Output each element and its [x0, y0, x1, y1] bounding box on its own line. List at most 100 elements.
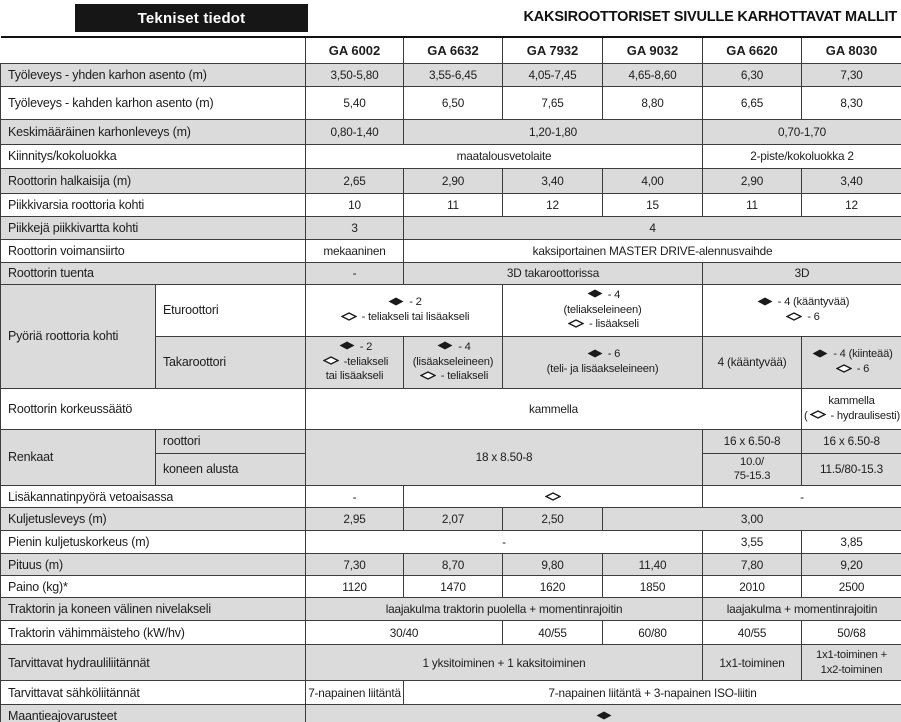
outline-diamond-icon	[543, 492, 563, 503]
spec-value-cell: 7-napainen liitäntä	[305, 680, 404, 706]
spec-value-cell: - 6 (teli- ja lisäakseleineen)	[502, 335, 703, 389]
spec-value-cell: 2,07	[403, 507, 503, 532]
spec-value-cell: 1 yksitoiminen + 1 kaksitoiminen	[305, 644, 703, 682]
spec-value-cell: 7,30	[801, 62, 901, 87]
row-sublabel: koneen alusta	[155, 452, 306, 487]
spec-value-cell: -	[702, 485, 901, 509]
spec-value-cell: 50/68	[801, 620, 901, 646]
spec-value-cell: 3,85	[801, 530, 901, 555]
spec-value-cell: 60/80	[602, 620, 703, 646]
row-label: Traktorin ja koneen välinen nivelakseli	[0, 597, 306, 622]
column-header: GA 7932	[502, 36, 603, 64]
outline-diamond-icon	[321, 356, 341, 367]
spec-value-cell: 2010	[702, 575, 802, 599]
row-label: Lisäkannatinpyörä vetoaisassa	[0, 485, 306, 509]
spec-value-cell: 0,80-1,40	[305, 118, 404, 145]
row-label: Piikkivarsia roottoria kohti	[0, 192, 306, 217]
spec-value-cell: 8,70	[403, 553, 503, 577]
spec-value-cell: 7-napainen liitäntä + 3-napainen ISO-lii…	[403, 680, 901, 706]
spec-value-cell: 3D	[702, 261, 901, 285]
outline-diamond-icon	[808, 410, 828, 421]
spec-value-cell: kaksiportainen MASTER DRIVE-alennusvaihd…	[403, 238, 901, 263]
spec-value-cell: 6,30	[702, 62, 802, 87]
spec-value-cell: -	[305, 485, 404, 509]
column-header: GA 9032	[602, 36, 703, 64]
spec-value-cell: 10.0/75-15.3	[702, 452, 802, 487]
column-header: GA 6620	[702, 36, 802, 64]
spec-value-cell: 16 x 6.50-8	[801, 428, 901, 454]
table-row: Roottorin halkaisija (m) 2,65 2,90 3,40 4,00…	[0, 167, 901, 194]
filled-diamond-icon	[386, 297, 406, 308]
spec-value-cell: 12	[502, 192, 603, 217]
outline-diamond-icon	[834, 363, 854, 375]
outline-diamond-icon	[566, 319, 586, 330]
row-label: Traktorin vähimmäisteho (kW/hv)	[0, 620, 306, 646]
row-label: Kiinnitys/kokoluokka	[0, 143, 306, 169]
page-header: Tekniset tiedot KAKSIROOTTORISET SIVULLE…	[0, 0, 901, 36]
row-sublabel: Eturoottori	[155, 283, 306, 337]
row-sublabel: roottori	[155, 428, 306, 454]
row-label: Kuljetusleveys (m)	[0, 507, 306, 532]
spec-value-cell: 4,65-8,60	[602, 62, 703, 87]
spec-value-cell: 1120	[305, 575, 404, 599]
filled-diamond-icon	[585, 349, 605, 360]
row-label: Työleveys - kahden karhon asento (m)	[0, 85, 306, 120]
spec-value-cell: 3,40	[801, 167, 901, 194]
table-row: Pienin kuljetuskorkeus (m) -3,55 3,85	[0, 530, 901, 555]
row-label: Renkaat	[0, 428, 156, 487]
row-label: Piikkejä piikkivartta kohti	[0, 215, 306, 240]
spec-value-cell: 4,05-7,45	[502, 62, 603, 87]
table-row: Työleveys - kahden karhon asento (m) 5,40…	[0, 85, 901, 120]
spec-value-cell	[403, 485, 703, 509]
spec-table: GA 6002 GA 6632 GA 7932 GA 9032 GA 6620 GA 80…	[0, 36, 901, 722]
table-row: Maantieajovarusteet	[0, 704, 901, 722]
filled-diamond-icon	[594, 711, 614, 722]
spec-value-cell: 1x1-toiminen	[702, 644, 802, 682]
column-header: GA 6002	[305, 36, 404, 64]
row-label: Pituus (m)	[0, 553, 306, 577]
table-row: Kiinnitys/kokoluokka maatalousvetolaite 2-…	[0, 143, 901, 169]
spec-value-cell: 8,80	[602, 85, 703, 120]
spec-value-cell: 0,70-1,70	[702, 118, 901, 145]
filled-diamond-icon	[810, 349, 830, 360]
row-label: Pienin kuljetuskorkeus (m)	[0, 530, 306, 555]
outline-diamond-icon	[784, 311, 804, 323]
spec-value-cell: 12	[801, 192, 901, 217]
row-label: Tarvittavat sähköliitännät	[0, 680, 306, 706]
spec-value-cell: 2,90	[702, 167, 802, 194]
outline-diamond-icon	[418, 371, 438, 382]
spec-value-cell: 3	[305, 215, 404, 240]
spec-value-cell: - 4 (kääntyvää) - 6	[702, 283, 901, 337]
table-row: koneen alusta 10.0/75-15.3 11.5/80-15.3	[1, 452, 901, 487]
spec-value-cell: 2,65	[305, 167, 404, 194]
table-row: Pituus (m) 7,30 8,70 9,80 11,40 7,80 9,20	[0, 553, 901, 577]
spec-value-cell: 1850	[602, 575, 703, 599]
column-header: GA 8030	[801, 36, 901, 64]
outline-diamond-icon	[339, 311, 359, 323]
spec-value-cell: 15	[602, 192, 703, 217]
table-row: Piikkejä piikkivartta kohti 3 4	[0, 215, 901, 240]
row-label: Roottorin korkeussäätö	[0, 387, 306, 430]
filled-diamond-icon	[755, 297, 775, 308]
spec-value-cell: 30/40	[305, 620, 503, 646]
row-label: Keskimääräinen karhonleveys (m)	[0, 118, 306, 145]
model-header-row: GA 6002 GA 6632 GA 7932 GA 9032 GA 6620 GA 80…	[0, 36, 901, 64]
table-row: Kuljetusleveys (m) 2,95 2,07 2,50 3,00	[0, 507, 901, 532]
spec-value-cell: 3D takaroottorissa	[403, 261, 703, 285]
spec-value-cell: 2,50	[502, 507, 603, 532]
spec-value-cell: 1,20-1,80	[403, 118, 703, 145]
spec-value-cell: 11	[702, 192, 802, 217]
filled-diamond-icon	[585, 289, 605, 300]
spec-value-cell: maatalousvetolaite	[305, 143, 703, 169]
spec-value-cell: laajakulma traktorin puolella + momentin…	[305, 597, 703, 622]
table-row: Paino (kg)* 1120 1470 1620 1850 2010 2500	[0, 575, 901, 599]
row-label: Roottorin halkaisija (m)	[0, 167, 306, 194]
spec-value-cell: 4 (kääntyvää)	[702, 335, 802, 389]
spec-value-cell: 1470	[403, 575, 503, 599]
table-row: Traktorin vähimmäisteho (kW/hv) 30/40 40/5…	[0, 620, 901, 646]
table-row: Traktorin ja koneen välinen nivelakseli l…	[0, 597, 901, 622]
spec-value-cell: 7,30	[305, 553, 404, 577]
spec-value-cell: laajakulma + momentinrajoitin	[702, 597, 901, 622]
table-row: Tarvittavat sähköliitännät 7-napainen lii…	[0, 680, 901, 706]
spec-value-cell: 6,50	[403, 85, 503, 120]
